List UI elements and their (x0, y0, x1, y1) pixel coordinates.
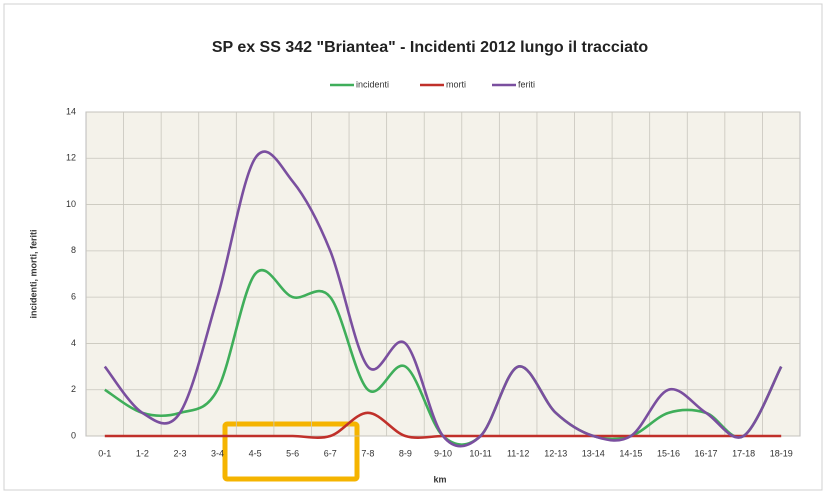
x-tick-label: 12-13 (544, 448, 567, 458)
y-tick-label: 6 (71, 292, 76, 302)
x-tick-label: 16-17 (695, 448, 718, 458)
plot-area (85, 111, 801, 437)
y-tick-label: 10 (66, 199, 76, 209)
x-tick-label: 4-5 (249, 448, 262, 458)
y-tick-label: 12 (66, 153, 76, 163)
x-tick-label: 13-14 (582, 448, 605, 458)
series-line (104, 268, 783, 446)
chart-title: SP ex SS 342 "Briantea" - Incidenti 2012… (212, 39, 649, 56)
x-tick-label: 0-1 (98, 448, 111, 458)
legend-label: feriti (518, 79, 535, 89)
x-tick-label: 18-19 (770, 448, 793, 458)
x-tick-label: 1-2 (136, 448, 149, 458)
y-axis-title: incidenti, morti, feriti (28, 229, 38, 318)
series-line (103, 150, 783, 448)
x-axis-title: km (433, 474, 446, 484)
x-tick-label: 11-12 (507, 448, 529, 458)
x-tick-label: 14-15 (619, 448, 642, 458)
x-tick-label: 3-4 (211, 448, 224, 458)
y-tick-label: 8 (71, 245, 76, 255)
legend-label: morti (446, 79, 466, 89)
x-tick-label: 8-9 (399, 448, 412, 458)
x-tick-label: 2-3 (173, 448, 186, 458)
x-tick-label: 15-16 (657, 448, 680, 458)
y-tick-label: 14 (66, 106, 76, 116)
legend-label: incidenti (356, 79, 389, 89)
x-tick-label: 7-8 (361, 448, 374, 458)
x-tick-label: 10-11 (469, 448, 491, 458)
x-tick-label: 6-7 (324, 448, 337, 458)
x-tick-label: 17-18 (732, 448, 755, 458)
x-tick-label: 5-6 (286, 448, 299, 458)
y-tick-label: 2 (71, 384, 76, 394)
y-tick-label: 0 (71, 430, 76, 440)
x-tick-label: 9-10 (434, 448, 452, 458)
y-tick-label: 4 (71, 338, 76, 348)
highlight-box (222, 421, 360, 482)
